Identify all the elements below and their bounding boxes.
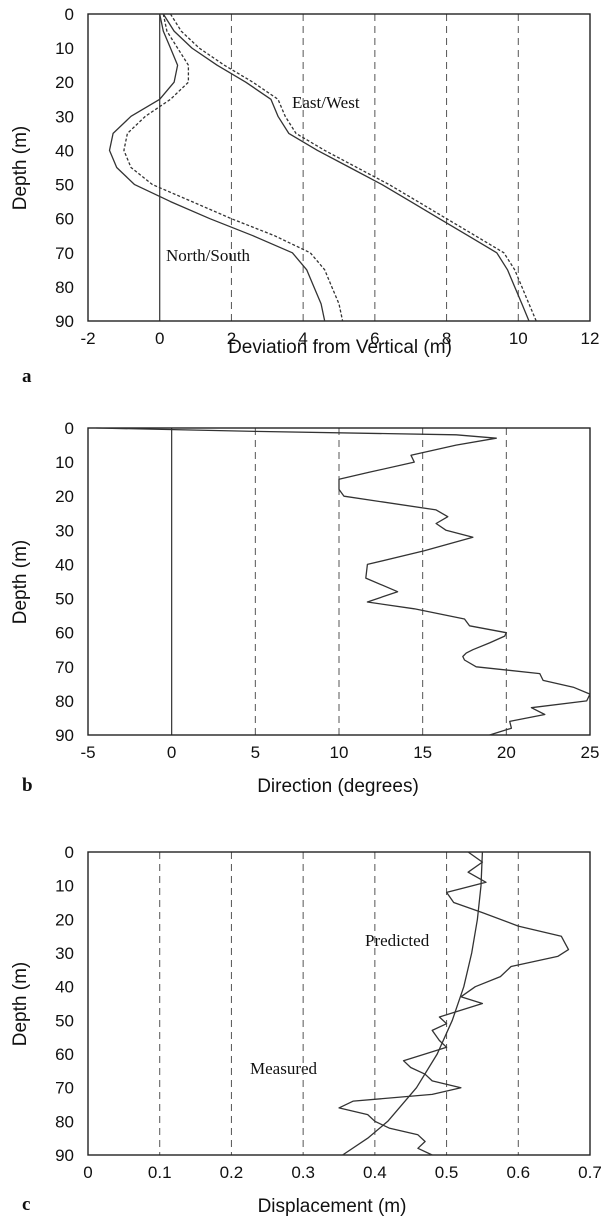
x-tick-label: 10 (330, 743, 349, 762)
y-tick-label: 70 (55, 244, 74, 263)
x-tick-label: 8 (442, 329, 451, 348)
y-tick-label: 20 (55, 487, 74, 506)
y-tick-label: 70 (55, 658, 74, 677)
y-tick-label: 60 (55, 624, 74, 643)
x-tick-label: -2 (80, 329, 95, 348)
annotation-north-south: North/South (166, 246, 251, 265)
x-tick-label: 5 (251, 743, 260, 762)
y-tick-label: 50 (55, 176, 74, 195)
y-tick-label: 20 (55, 910, 74, 929)
x-tick-label: 15 (413, 743, 432, 762)
y-tick-label: 30 (55, 944, 74, 963)
y-tick-label: 30 (55, 521, 74, 540)
y-tick-label: 80 (55, 278, 74, 297)
y-tick-label: 0 (65, 5, 74, 24)
x-tick-label: 0 (155, 329, 164, 348)
x-axis-label: Displacement (m) (258, 1196, 407, 1217)
y-tick-label: 70 (55, 1079, 74, 1098)
series-line (123, 13, 344, 322)
y-tick-label: 30 (55, 107, 74, 126)
x-tick-label: 20 (497, 743, 516, 762)
x-tick-label: 6 (370, 329, 379, 348)
x-tick-label: -5 (80, 743, 95, 762)
y-tick-label: 80 (55, 1112, 74, 1131)
series-line (169, 13, 537, 322)
y-tick-label: 10 (55, 453, 74, 472)
y-tick-label: 10 (55, 39, 74, 58)
y-tick-label: 20 (55, 73, 74, 92)
series-line (96, 427, 591, 736)
x-tick-label: 0.6 (506, 1163, 530, 1182)
plot-frame (87, 851, 591, 1156)
x-axis-label: Direction (degrees) (257, 776, 419, 797)
series-line (108, 13, 326, 322)
x-tick-label: 25 (581, 743, 600, 762)
y-tick-label: 40 (55, 978, 74, 997)
y-tick-label: 50 (55, 1011, 74, 1030)
x-tick-label: 0.4 (363, 1163, 387, 1182)
x-tick-label: 2 (227, 329, 236, 348)
x-tick-label: 10 (509, 329, 528, 348)
annotation-east-west: East/West (292, 93, 360, 112)
x-axis-label: Deviation from Vertical (m) (228, 337, 452, 358)
y-axis-label: Depth (m) (10, 540, 31, 624)
y-tick-label: 60 (55, 1045, 74, 1064)
y-axis-label: Depth (m) (10, 962, 31, 1046)
x-tick-label: 0.1 (148, 1163, 172, 1182)
x-tick-label: 0 (83, 1163, 92, 1182)
y-tick-label: 90 (55, 1146, 74, 1165)
panel-a: Deviation from Vertical (m) Depth (m) a … (10, 5, 599, 387)
series-line (162, 13, 530, 322)
y-tick-label: 40 (55, 141, 74, 160)
y-tick-label: 40 (55, 555, 74, 574)
x-tick-label: 0.7 (578, 1163, 602, 1182)
x-tick-label: 0.2 (220, 1163, 244, 1182)
panel-b: Direction (degrees) Depth (m) b -5 0 5 10 15… (10, 419, 599, 797)
panel-label: c (22, 1194, 30, 1215)
y-tick-label: 0 (65, 419, 74, 438)
x-tick-label: 12 (581, 329, 600, 348)
y-tick-label: 50 (55, 590, 74, 609)
y-tick-label: 0 (65, 843, 74, 862)
y-tick-label: 90 (55, 312, 74, 331)
x-tick-label: 0.3 (291, 1163, 315, 1182)
annotation-measured: Measured (250, 1059, 318, 1078)
x-tick-label: 0 (167, 743, 176, 762)
plot-frame (87, 427, 591, 736)
y-tick-label: 10 (55, 877, 74, 896)
plot-frame (87, 13, 591, 322)
y-axis-label: Depth (m) (10, 126, 31, 210)
annotation-predicted: Predicted (365, 931, 430, 950)
x-tick-label: 4 (298, 329, 307, 348)
series-line (342, 851, 484, 1156)
y-tick-label: 90 (55, 726, 74, 745)
series-line (338, 851, 570, 1156)
x-tick-label: 0.5 (435, 1163, 459, 1182)
panel-c: Displacement (m) Depth (m) c Predicted M… (10, 843, 602, 1217)
y-tick-label: 60 (55, 210, 74, 229)
panel-label: b (22, 775, 33, 796)
y-tick-label: 80 (55, 692, 74, 711)
panel-label: a (22, 366, 32, 387)
